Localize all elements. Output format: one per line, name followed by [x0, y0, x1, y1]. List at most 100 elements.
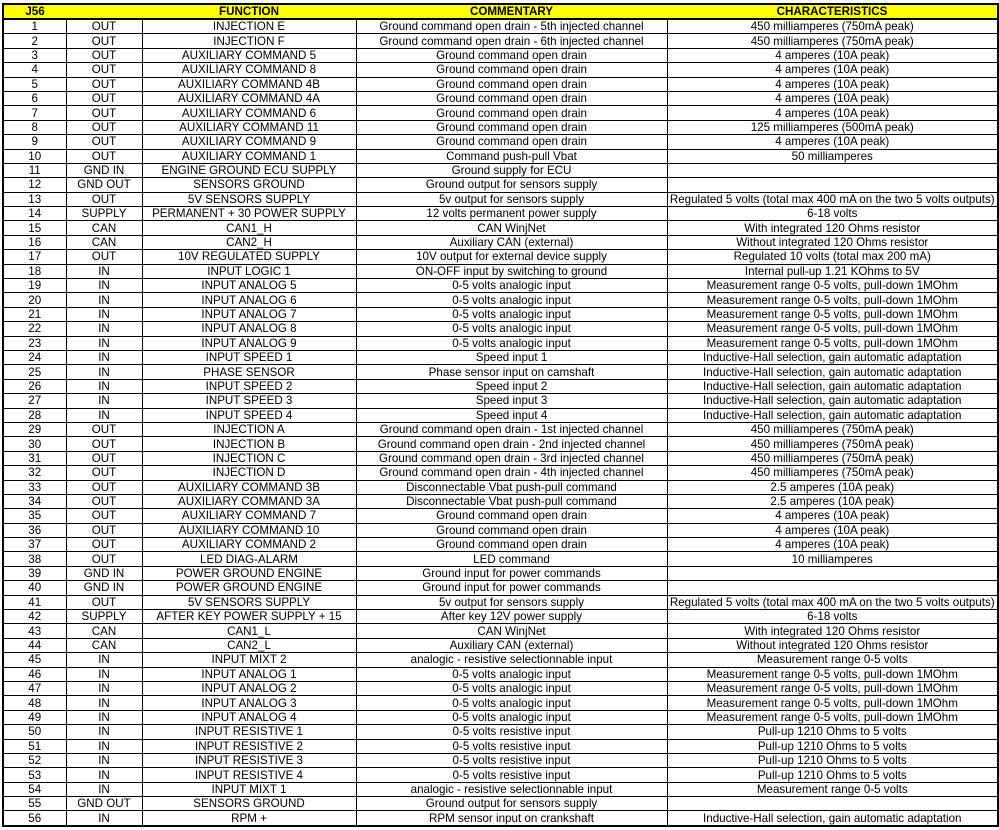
characteristics-cell: Regulated 5 volts (total max 400 mA on t… — [666, 594, 999, 611]
direction-cell: OUT — [65, 18, 143, 35]
direction-cell: OUT — [65, 134, 143, 150]
commentary-cell: Speed input 4 — [355, 407, 668, 423]
characteristics-cell: Measurement range 0-5 volts, pull-down 1… — [666, 278, 999, 294]
pin-number-cell: 51 — [2, 738, 67, 754]
direction-cell: OUT — [65, 105, 143, 121]
table-row: 34 OUT AUXILIARY COMMAND 3A Disconnectable … — [2, 493, 999, 510]
pin-number-cell: 7 — [2, 105, 67, 121]
commentary-cell: 0-5 volts analogic input — [355, 666, 668, 682]
table-row: 11 GND IN ENGINE GROUND ECU SUPPLY Ground s… — [2, 162, 999, 179]
commentary-cell: Phase sensor input on camshaft — [355, 364, 668, 380]
function-cell: INPUT RESISTIVE 1 — [141, 724, 357, 740]
commentary-cell: 10V output for external device supply — [355, 249, 668, 265]
direction-cell: IN — [65, 738, 143, 754]
pin-number-cell: 53 — [2, 767, 67, 783]
function-cell: AUXILIARY COMMAND 3A — [141, 493, 357, 510]
pin-number-cell: 8 — [2, 119, 67, 136]
commentary-cell: Ground input for power commands — [355, 580, 668, 596]
characteristics-cell: 4 amperes (10A peak) — [666, 105, 999, 121]
function-cell: AUXILIARY COMMAND 5 — [141, 47, 357, 64]
pin-number-cell: 12 — [2, 177, 67, 193]
table-row: 22 IN INPUT ANALOG 8 0-5 volts analogic inp… — [2, 321, 999, 337]
pin-number-cell: 20 — [2, 292, 67, 308]
table-row: 31 OUT INJECTION C Ground command open drai… — [2, 450, 999, 467]
characteristics-cell: 450 milliamperes (750mA peak) — [666, 465, 999, 481]
direction-cell: OUT — [65, 465, 143, 481]
pin-number-cell: 34 — [2, 493, 67, 510]
function-cell: INPUT RESISTIVE 2 — [141, 738, 357, 754]
direction-cell: IN — [65, 752, 143, 769]
function-cell: INJECTION B — [141, 436, 357, 452]
pin-number-cell: 46 — [2, 666, 67, 682]
function-cell: INPUT ANALOG 9 — [141, 335, 357, 351]
function-cell: 5V SENSORS SUPPLY — [141, 594, 357, 611]
direction-cell: IN — [65, 666, 143, 682]
function-cell: AUXILIARY COMMAND 9 — [141, 134, 357, 150]
commentary-cell: 0-5 volts analogic input — [355, 680, 668, 697]
characteristics-cell: Pull-up 1210 Ohms to 5 volts — [666, 724, 999, 740]
pin-number-cell: 26 — [2, 378, 67, 395]
direction-cell: CAN — [65, 220, 143, 236]
table-row: 36 OUT AUXILIARY COMMAND 10 Ground command … — [2, 522, 999, 539]
direction-cell: OUT — [65, 119, 143, 136]
commentary-cell: Command push-pull Vbat — [355, 148, 668, 164]
table-row: 49 IN INPUT ANALOG 4 0-5 volts analogic inp… — [2, 709, 999, 726]
table-row: 6 OUT AUXILIARY COMMAND 4A Ground command o… — [2, 90, 999, 107]
pin-number-cell: 17 — [2, 249, 67, 265]
table-row: 42 SUPPLY AFTER KEY POWER SUPPLY + 15 After… — [2, 609, 999, 625]
direction-cell: OUT — [65, 148, 143, 164]
pin-number-cell: 52 — [2, 752, 67, 769]
pin-number-cell: 41 — [2, 594, 67, 611]
commentary-cell: 0-5 volts analogic input — [355, 292, 668, 308]
table-row: 48 IN INPUT ANALOG 3 0-5 volts analogic inp… — [2, 695, 999, 711]
pin-number-cell: 50 — [2, 724, 67, 740]
characteristics-cell: Inductive-Hall selection, gain automatic… — [666, 349, 999, 366]
pin-number-cell: 22 — [2, 321, 67, 337]
table-row: 7 OUT AUXILIARY COMMAND 6 Ground command op… — [2, 105, 999, 121]
function-cell: LED DIAG-ALARM — [141, 551, 357, 567]
header-characteristics: CHARACTERISTICS — [667, 3, 999, 20]
function-cell: CAN2_H — [141, 234, 357, 251]
commentary-cell: 0-5 volts resistive input — [355, 738, 668, 754]
commentary-cell: 5v output for sensors supply — [355, 594, 668, 611]
characteristics-cell: With integrated 120 Ohms resistor — [666, 220, 999, 236]
characteristics-cell: 4 amperes (10A peak) — [666, 508, 999, 524]
commentary-cell: CAN WinjNet — [355, 220, 668, 236]
direction-cell: OUT — [65, 551, 143, 567]
pin-number-cell: 56 — [2, 810, 67, 827]
commentary-cell: Speed input 1 — [355, 349, 668, 366]
characteristics-cell: Measurement range 0-5 volts, pull-down 1… — [666, 709, 999, 726]
pin-number-cell: 35 — [2, 508, 67, 524]
pin-number-cell: 6 — [2, 90, 67, 107]
pin-number-cell: 18 — [2, 263, 67, 280]
function-cell: AFTER KEY POWER SUPPLY + 15 — [141, 609, 357, 625]
function-cell: INPUT ANALOG 7 — [141, 306, 357, 323]
function-cell: INJECTION E — [141, 18, 357, 35]
function-cell: INPUT ANALOG 5 — [141, 278, 357, 294]
pin-number-cell: 23 — [2, 335, 67, 351]
function-cell: CAN1_H — [141, 220, 357, 236]
characteristics-cell: Inductive-Hall selection, gain automatic… — [666, 378, 999, 395]
function-cell: INPUT ANALOG 3 — [141, 695, 357, 711]
table-row: 55 GND OUT SENSORS GROUND Ground output for… — [2, 796, 999, 812]
commentary-cell: Ground command open drain - 1st injected… — [355, 421, 668, 438]
direction-cell: IN — [65, 306, 143, 323]
function-cell: INJECTION A — [141, 421, 357, 438]
table-row: 54 IN INPUT MIXT 1 analogic - resistive sel… — [2, 781, 999, 798]
commentary-cell: Ground command open drain — [355, 76, 668, 92]
characteristics-cell: Measurement range 0-5 volts — [666, 781, 999, 798]
commentary-cell: Ground output for sensors supply — [355, 796, 668, 812]
pin-number-cell: 45 — [2, 652, 67, 668]
commentary-cell: Ground command open drain — [355, 134, 668, 150]
function-cell: PERMANENT + 30 POWER SUPPLY — [141, 206, 357, 222]
table-row: 3 OUT AUXILIARY COMMAND 5 Ground command op… — [2, 47, 999, 64]
commentary-cell: 0-5 volts analogic input — [355, 335, 668, 351]
commentary-cell: CAN WinjNet — [355, 623, 668, 639]
pin-number-cell: 11 — [2, 162, 67, 179]
direction-cell: IN — [65, 393, 143, 409]
table-row: 33 OUT AUXILIARY COMMAND 3B Disconnectable … — [2, 479, 999, 495]
characteristics-cell: 125 milliamperes (500mA peak) — [666, 119, 999, 136]
direction-cell: OUT — [65, 450, 143, 467]
function-cell: PHASE SENSOR — [141, 364, 357, 380]
function-cell: CAN2_L — [141, 637, 357, 654]
